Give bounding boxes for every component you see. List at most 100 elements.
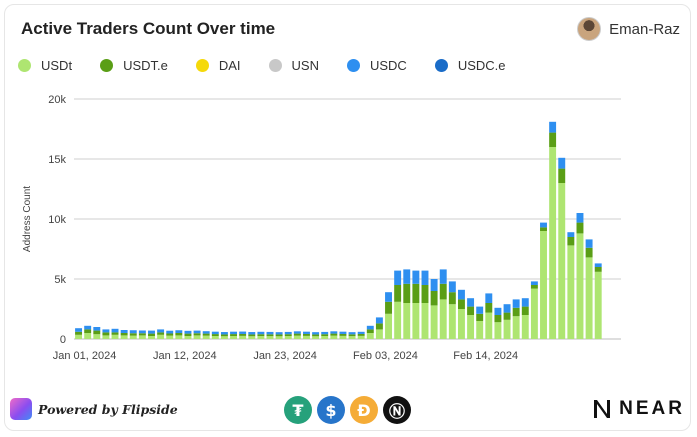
flipside-logo-icon (10, 398, 32, 420)
bar-segment (266, 334, 274, 337)
dai-icon: Đ (350, 396, 378, 424)
bar-segment (157, 329, 165, 333)
bar-segment (485, 293, 493, 303)
bar-segment (567, 245, 575, 339)
bar-segment (284, 334, 292, 336)
bar-segment (430, 279, 438, 291)
bar-segment (321, 331, 329, 335)
legend-swatch (346, 59, 360, 72)
bar-segment (93, 327, 101, 331)
bar-segment (403, 303, 411, 339)
bar-segment (503, 304, 511, 313)
bar-segment (293, 331, 301, 334)
bar-segment (476, 321, 484, 339)
bar-segment (576, 233, 584, 339)
bar-segment (476, 313, 484, 321)
legend-label: USDt (41, 58, 73, 73)
bar-segment (494, 315, 502, 323)
legend-item-usdc-e[interactable]: USDC.e (434, 58, 506, 73)
near-logo-icon (594, 400, 611, 418)
bar-segment (412, 283, 420, 303)
bar-segment (385, 313, 392, 339)
bar-segment (540, 227, 547, 231)
bar-segment (394, 301, 402, 339)
bar-segment (129, 335, 137, 339)
bar-segment (257, 331, 265, 335)
bar-segment (293, 333, 301, 336)
bar-segment (330, 333, 338, 336)
bar-segment (257, 336, 265, 339)
legend-item-usn[interactable]: USN (268, 58, 319, 73)
bar-segment (220, 336, 228, 339)
bar-segment (275, 332, 283, 335)
author-badge[interactable]: Eman-Raz (577, 17, 680, 41)
bar-segment (567, 237, 575, 246)
legend-item-dai[interactable]: DAI (195, 58, 241, 73)
legend-item-usdc[interactable]: USDC (346, 58, 407, 73)
bar-segment (239, 333, 247, 336)
flipside-credit[interactable]: Powered by Flipside (10, 398, 178, 420)
tether-icon: ₮ (284, 396, 312, 424)
bar-segment (75, 331, 83, 335)
bar-segment (385, 301, 392, 314)
bar-segment (148, 330, 155, 334)
bar-segment (503, 312, 511, 320)
bar-segment (448, 281, 456, 293)
bar-segment (549, 147, 557, 339)
bar-segment (184, 333, 192, 336)
legend-swatch (195, 59, 209, 72)
y-tick-label: 5k (54, 274, 66, 286)
y-axis-label: Address Count (22, 186, 33, 252)
bar-segment (111, 334, 119, 339)
bar-segment (339, 331, 347, 334)
bar-segment (248, 334, 256, 337)
bar-segment (266, 336, 274, 339)
bar-segment (467, 315, 475, 339)
chart-card: Active Traders Count Over time Eman-Raz (4, 4, 691, 431)
bar-segment (375, 317, 383, 324)
bar-segment (321, 336, 329, 339)
usdc-icon: $ (317, 396, 345, 424)
x-tick-label: Jan 23, 2024 (253, 350, 317, 362)
bar-segment (312, 334, 320, 337)
bar-segment (293, 335, 301, 339)
bar-segment (211, 334, 219, 336)
chart-legend: USDt USDT.e DAI USN USDC USDC.e (18, 58, 534, 73)
powered-by-text: Powered by Flipside (38, 401, 178, 417)
x-tick-label: Jan 01, 2024 (53, 350, 117, 362)
bar-segment (467, 298, 475, 307)
bar-segment (220, 332, 228, 335)
bar-segment (476, 306, 484, 314)
legend-item-usdt-e[interactable]: USDT.e (100, 58, 168, 73)
bar-segment (485, 303, 493, 313)
bar-segment (303, 333, 310, 336)
bar-segment (339, 335, 347, 339)
bar-segment (512, 307, 520, 317)
bar-segment (494, 322, 502, 339)
bar-segment (421, 270, 429, 285)
bar-segment (175, 333, 183, 336)
bar-segment (585, 239, 593, 248)
bar-segment (348, 334, 356, 337)
bar-segment (75, 334, 83, 339)
bar-segment (111, 332, 119, 335)
bar-segment (530, 285, 538, 289)
bar-segment (102, 329, 110, 333)
bar-segment (485, 312, 493, 339)
bar-segment (448, 304, 456, 339)
bar-segment (312, 332, 320, 335)
y-tick-label: 15k (48, 154, 66, 166)
bar-segment (220, 334, 228, 337)
legend-item-usdt[interactable]: USDt (18, 58, 72, 73)
bar-segment (549, 121, 557, 133)
bar-segment (494, 307, 502, 315)
bar-segment (193, 333, 201, 336)
bar-segment (202, 335, 210, 339)
bar-segment (138, 335, 146, 339)
bar-segment (284, 331, 292, 335)
bar-segment (357, 335, 365, 339)
bar-segment (129, 330, 137, 334)
bar-segment (530, 288, 538, 339)
bar-segment (211, 331, 219, 335)
bar-segment (239, 331, 247, 334)
